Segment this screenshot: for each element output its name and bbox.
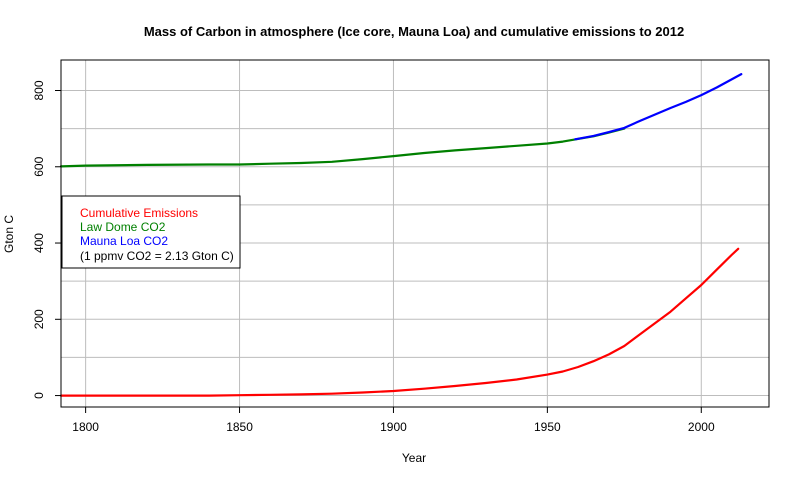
x-axis: 1800 1850 1900 1950 2000 <box>72 407 715 434</box>
legend-entry-law-dome: Law Dome CO2 <box>80 220 166 234</box>
legend-entry-cumulative-emissions: Cumulative Emissions <box>80 206 198 220</box>
y-axis: 0 200 400 600 800 <box>32 80 61 399</box>
series-line-mauna-loa-co2 <box>573 72 743 141</box>
y-axis-label: Gton C <box>2 215 16 253</box>
x-axis-label: Year <box>402 451 426 465</box>
y-tick-label: 400 <box>32 233 46 253</box>
legend: Cumulative Emissions Law Dome CO2 Mauna … <box>61 195 241 269</box>
plot-frame <box>60 59 770 408</box>
y-tick-label: 0 <box>32 392 46 399</box>
x-tick-label: 1850 <box>226 420 253 434</box>
grid <box>61 60 769 407</box>
series-line-cumulative-emissions <box>59 247 740 397</box>
x-tick-label: 1800 <box>72 420 99 434</box>
legend-note-conversion: (1 ppmv CO2 = 2.13 Gton C) <box>80 249 234 263</box>
y-tick-label: 600 <box>32 156 46 176</box>
x-tick-label: 1950 <box>534 420 561 434</box>
x-tick-label: 2000 <box>688 420 715 434</box>
series-layer <box>59 72 743 397</box>
chart-title: Mass of Carbon in atmosphere (Ice core, … <box>144 24 684 39</box>
legend-entry-mauna-loa: Mauna Loa CO2 <box>80 234 168 248</box>
legend-box <box>61 195 241 269</box>
y-tick-label: 800 <box>32 80 46 100</box>
y-tick-label: 200 <box>32 309 46 329</box>
x-tick-label: 1900 <box>380 420 407 434</box>
